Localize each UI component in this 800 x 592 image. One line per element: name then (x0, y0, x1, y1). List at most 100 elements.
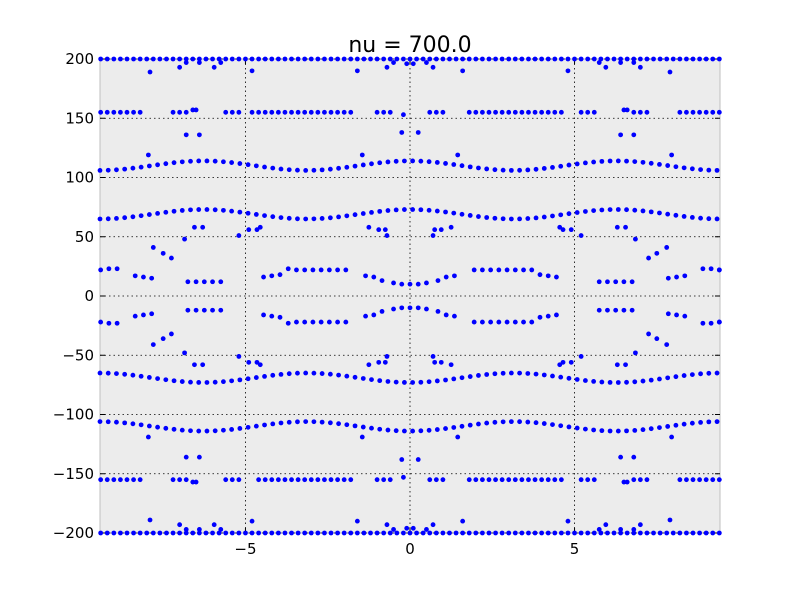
data-point (131, 109, 136, 115)
data-point (391, 60, 396, 65)
data-point (171, 378, 177, 384)
data-point (352, 374, 358, 380)
data-point (532, 56, 538, 62)
data-point (269, 530, 275, 536)
data-point (381, 56, 387, 62)
data-point (98, 319, 104, 325)
data-point (433, 477, 439, 483)
data-point (204, 428, 210, 434)
data-point (614, 224, 620, 230)
data-point (488, 267, 494, 273)
data-point (245, 376, 251, 382)
data-point (97, 216, 103, 222)
data-point (322, 109, 327, 115)
y-tick-label: −100 (53, 406, 94, 424)
data-point (106, 266, 112, 272)
data-point (517, 370, 522, 376)
data-point (311, 167, 317, 173)
data-point (621, 107, 627, 113)
data-point (585, 56, 591, 62)
data-point (193, 307, 199, 313)
data-point (480, 267, 485, 273)
data-point (681, 214, 687, 219)
data-point (137, 477, 143, 483)
data-point (177, 56, 183, 62)
data-point (164, 56, 169, 62)
data-point (319, 216, 325, 221)
data-point (294, 267, 299, 273)
axis-ticks (100, 58, 720, 534)
data-point (131, 477, 136, 483)
data-point (466, 56, 472, 62)
data-point (681, 421, 687, 427)
data-point (229, 109, 235, 115)
data-point (204, 158, 210, 164)
data-point (435, 309, 441, 314)
data-point (190, 479, 196, 485)
data-point (384, 233, 390, 238)
data-point (124, 56, 130, 62)
data-point (326, 319, 332, 325)
data-point (633, 350, 638, 356)
data-point (583, 426, 588, 432)
data-point (190, 107, 196, 113)
data-point (574, 210, 580, 215)
data-point (648, 426, 654, 432)
data-point (98, 267, 104, 273)
data-point (368, 530, 373, 536)
data-point (384, 522, 390, 528)
data-point (282, 530, 288, 536)
data-point (500, 370, 506, 376)
data-point (681, 373, 687, 378)
data-point (124, 109, 130, 115)
data-point (183, 56, 189, 62)
data-point (254, 227, 260, 233)
data-point (434, 208, 440, 214)
data-point (706, 216, 712, 222)
data-point (706, 419, 712, 425)
data-point (418, 428, 424, 434)
data-point (170, 477, 176, 483)
data-point (572, 56, 577, 62)
data-point (160, 336, 166, 342)
data-point (629, 279, 635, 285)
data-point (432, 227, 438, 233)
data-point (466, 530, 472, 536)
data-point (141, 274, 146, 280)
data-point (376, 227, 382, 233)
data-point (105, 370, 111, 376)
data-point (360, 162, 366, 168)
data-point (631, 530, 637, 536)
data-point (443, 377, 448, 383)
data-point (605, 56, 610, 62)
data-point (624, 107, 630, 113)
data-point (452, 273, 457, 279)
data-point (430, 64, 436, 70)
data-point (615, 207, 621, 212)
data-point (286, 215, 292, 221)
data-point (262, 213, 267, 218)
data-point (700, 266, 706, 272)
data-point (341, 477, 347, 483)
data-point (640, 208, 646, 214)
data-point (344, 373, 350, 379)
data-point (302, 319, 308, 325)
data-point (385, 208, 391, 213)
data-point (532, 477, 538, 483)
data-point (552, 530, 558, 536)
data-point (529, 319, 535, 325)
data-point (533, 166, 539, 172)
data-point (249, 109, 255, 115)
data-point (624, 428, 629, 434)
data-point (236, 354, 242, 359)
data-point (560, 359, 566, 365)
data-point (257, 224, 263, 230)
data-point (302, 530, 308, 536)
data-point (558, 212, 564, 218)
data-point (369, 425, 374, 431)
data-point (193, 479, 199, 485)
data-point (415, 281, 421, 287)
data-point (344, 164, 350, 170)
data-point (188, 428, 193, 434)
data-point (275, 109, 281, 115)
